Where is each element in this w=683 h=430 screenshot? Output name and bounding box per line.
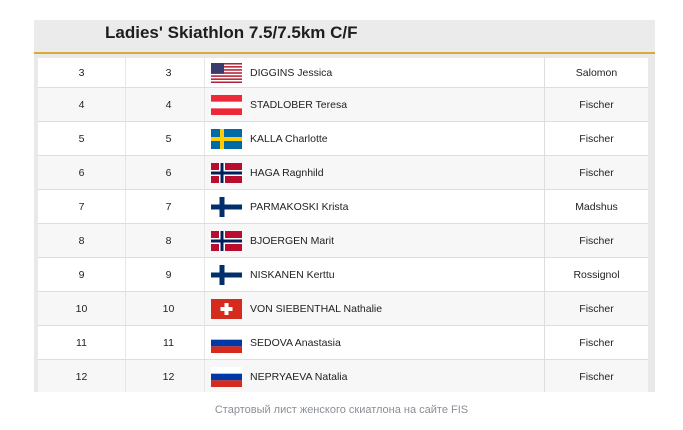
ski-brand-cell: Fischer xyxy=(544,156,648,189)
bib-cell: 4 xyxy=(125,88,211,121)
bib-cell: 6 xyxy=(125,156,211,189)
sweden-flag-icon xyxy=(211,128,242,149)
bib-cell: 11 xyxy=(125,326,211,359)
rank-cell: 11 xyxy=(76,336,87,349)
table-row: 11 11 SEDOVA Anastasia Fischer xyxy=(38,326,648,360)
bib-cell: 7 xyxy=(125,190,211,223)
table-row: 3 3 DIGGINS Jessica Salomon xyxy=(38,58,648,88)
table-row: 4 4 STADLOBER Teresa Fischer xyxy=(38,88,648,122)
athlete-name[interactable]: NISKANEN Kerttu xyxy=(250,268,335,281)
table-row: 5 5 KALLA Charlotte Fischer xyxy=(38,122,648,156)
athlete-name[interactable]: STADLOBER Teresa xyxy=(250,98,348,111)
bib-cell: 9 xyxy=(125,258,211,291)
rank-cell: 7 xyxy=(78,200,85,213)
rank-cell: 4 xyxy=(78,98,85,111)
athlete-name[interactable]: PARMAKOSKI Krista xyxy=(250,200,349,213)
bib-cell: 10 xyxy=(125,292,211,325)
athlete-name[interactable]: VON SIEBENTHAL Nathalie xyxy=(250,302,383,315)
bib-cell: 3 xyxy=(125,58,211,87)
athlete-cell: VON SIEBENTHAL Nathalie xyxy=(204,292,551,325)
rank-cell: 10 xyxy=(75,302,88,315)
ski-brand-cell: Fischer xyxy=(544,88,648,121)
athlete-cell: KALLA Charlotte xyxy=(204,122,551,155)
table-row: 7 7 PARMAKOSKI Krista Madshus xyxy=(38,190,648,224)
athlete-name[interactable]: SEDOVA Anastasia xyxy=(250,336,341,349)
athlete-cell: NISKANEN Kerttu xyxy=(204,258,551,291)
ski-brand-cell: Fischer xyxy=(544,292,648,325)
athlete-name[interactable]: NEPRYAEVA Natalia xyxy=(250,370,348,383)
bib-cell: 5 xyxy=(125,122,211,155)
athlete-cell: BJOERGEN Marit xyxy=(204,224,551,257)
ski-brand-cell: Fischer xyxy=(544,326,648,359)
athlete-cell: HAGA Ragnhild xyxy=(204,156,551,189)
austria-flag-icon xyxy=(211,94,242,115)
rank-cell: 6 xyxy=(78,166,85,179)
finland-flag-icon xyxy=(211,264,242,285)
athlete-name[interactable]: KALLA Charlotte xyxy=(250,132,328,145)
finland-flag-icon xyxy=(211,196,242,217)
results-panel: Ladies' Skiathlon 7.5/7.5km C/F 3 3 DIGGIN… xyxy=(34,20,655,392)
athlete-cell: PARMAKOSKI Krista xyxy=(204,190,551,223)
results-table: 3 3 DIGGINS Jessica Salomon 4 4 STADLOBER Tere… xyxy=(38,58,648,392)
ski-brand-cell: Rossignol xyxy=(544,258,648,291)
table-row: 10 10 VON SIEBENTHAL Nathalie Fischer xyxy=(38,292,648,326)
ski-brand-cell: Salomon xyxy=(544,58,648,87)
rank-cell: 5 xyxy=(78,132,85,145)
usa-flag-icon xyxy=(211,62,242,83)
ski-brand-cell: Fischer xyxy=(544,122,648,155)
athlete-cell: STADLOBER Teresa xyxy=(204,88,551,121)
russia-flag-icon xyxy=(211,366,242,387)
table-row: 9 9 NISKANEN Kerttu Rossignol xyxy=(38,258,648,292)
image-caption: Стартовый лист женского скиатлона на сай… xyxy=(214,404,469,416)
ski-brand-cell: Fischer xyxy=(544,360,648,392)
table-row: 8 8 BJOERGEN Marit Fischer xyxy=(38,224,648,258)
ski-brand-cell: Fischer xyxy=(544,224,648,257)
table-row: 12 12 NEPRYAEVA Natalia Fischer xyxy=(38,360,648,392)
athlete-name[interactable]: HAGA Ragnhild xyxy=(250,166,324,179)
russia-flag-icon xyxy=(211,332,242,353)
race-title: Ladies' Skiathlon 7.5/7.5km C/F xyxy=(105,23,358,42)
bib-cell: 12 xyxy=(125,360,211,392)
rank-cell: 8 xyxy=(78,234,85,247)
ski-brand-cell: Madshus xyxy=(544,190,648,223)
switzerland-flag-icon xyxy=(211,298,242,319)
rank-cell: 3 xyxy=(78,66,85,79)
athlete-cell: DIGGINS Jessica xyxy=(204,58,551,87)
athlete-cell: NEPRYAEVA Natalia xyxy=(204,360,551,392)
bib-cell: 8 xyxy=(125,224,211,257)
norway-flag-icon xyxy=(211,162,242,183)
athlete-name[interactable]: BJOERGEN Marit xyxy=(250,234,335,247)
table-row: 6 6 HAGA Ragnhild Fischer xyxy=(38,156,648,190)
header-bar: Ladies' Skiathlon 7.5/7.5km C/F xyxy=(34,20,655,54)
rank-cell: 9 xyxy=(78,268,85,281)
athlete-name[interactable]: DIGGINS Jessica xyxy=(250,66,333,79)
athlete-cell: SEDOVA Anastasia xyxy=(204,326,551,359)
rank-cell: 12 xyxy=(75,370,88,383)
norway-flag-icon xyxy=(211,230,242,251)
